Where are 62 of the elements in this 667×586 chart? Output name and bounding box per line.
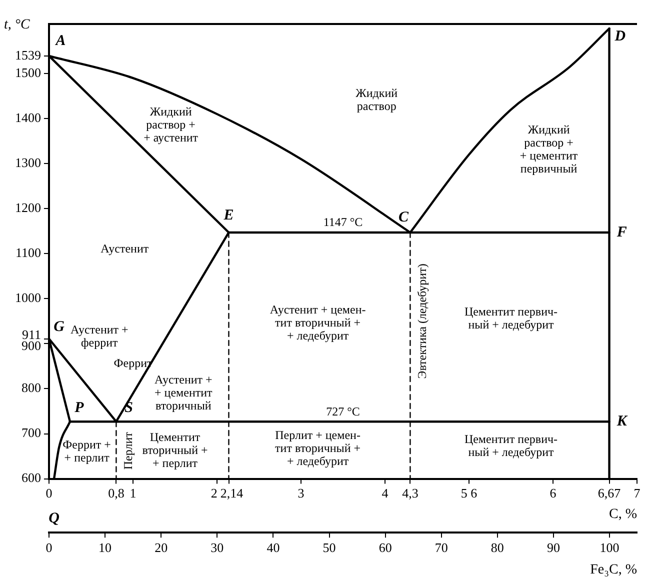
x2-tick-label: 90: [546, 540, 560, 555]
x2-tick-label: 40: [266, 540, 280, 555]
annotation: Жидкий раствор: [356, 86, 398, 114]
annotation: Эвтектика (ледебурит): [414, 264, 429, 379]
x-tick-label: 4,3: [402, 486, 418, 501]
x-tick-label: 6,67: [598, 486, 622, 501]
annotation: K: [616, 413, 628, 430]
annotation: G: [54, 318, 65, 335]
annotation: Аустенит + цемен- тит вторичный + + ледебурит: [270, 302, 366, 343]
annotation: C: [398, 210, 410, 226]
y-tick-label: 700: [22, 425, 41, 440]
x-tick-label: 0,8: [108, 486, 124, 501]
x2-tick-label: 10: [98, 540, 112, 555]
annotation: Аустенит + + цементит вторичный: [154, 372, 214, 412]
x2-tick-label: 70: [434, 540, 448, 555]
annotation: Аустенит + феррит: [70, 322, 129, 350]
x-tick-label: 5 6: [460, 486, 478, 501]
x2-tick-label: 30: [210, 540, 224, 555]
annotation: 1147 °C: [323, 215, 363, 230]
y-tick-label: 1200: [15, 200, 41, 216]
x-tick-label: 6: [550, 486, 557, 501]
annotation: Перлит: [120, 431, 135, 470]
annotation: A: [54, 32, 66, 49]
annotation: E: [222, 207, 234, 224]
annotation: Аустенит: [100, 241, 150, 256]
annotation: Цементит первич- ный + ледебурит: [464, 304, 558, 332]
y-tick-label: 800: [22, 380, 41, 396]
y-tick-label: 1000: [15, 290, 41, 306]
annotation: Перлит + цемен- тит вторичный + + ледебурит: [275, 428, 361, 468]
annotation: D: [614, 28, 626, 44]
x-tick-label: 7: [634, 486, 641, 501]
annotation: Жидкий раствор + + аустенит: [144, 104, 199, 144]
y-tick-label: 1400: [15, 110, 41, 125]
x-tick-label: 0: [46, 486, 52, 501]
y-tick-label: 600: [22, 470, 41, 486]
y-tick-label: 1500: [15, 64, 41, 80]
x-tick-label: 1: [130, 486, 136, 501]
x-tick-label: 4: [382, 486, 389, 501]
y-tick-label: 1100: [15, 245, 41, 260]
annotation: P: [74, 400, 85, 416]
y-tick-label: 1539: [15, 47, 41, 62]
y-axis-title: t, °C: [4, 18, 30, 33]
annotation: 727 °C: [326, 404, 360, 418]
x-tick-label: 2: [210, 486, 218, 501]
x2-tick-label: 0: [46, 540, 52, 555]
annotation: Феррит + + перлит: [62, 437, 112, 464]
x2-tick-label: 20: [154, 540, 168, 555]
annotation: Жидкий раствор + + цементит первичный: [520, 122, 578, 176]
annotation: F: [616, 224, 627, 240]
x2-tick-label: 100: [600, 540, 620, 555]
text: Q: [48, 510, 60, 527]
annotation: Цементит первич- ный + ледебурит: [464, 432, 558, 460]
x-axis-title: C, %: [609, 506, 638, 522]
x2-tick-label: 80: [490, 540, 504, 555]
x2-tick-label: 60: [378, 540, 392, 555]
x2-axis-title: Fe₃C, %: [590, 562, 638, 578]
y-tick-label: 1300: [15, 155, 41, 170]
x-tick-label: 3: [298, 486, 304, 501]
annotation: Феррит: [114, 356, 153, 370]
x-tick-label: 2,14: [220, 486, 244, 501]
x2-tick-label: 50: [322, 540, 336, 555]
annotation: Цементит вторичный + + перлит: [142, 430, 208, 470]
